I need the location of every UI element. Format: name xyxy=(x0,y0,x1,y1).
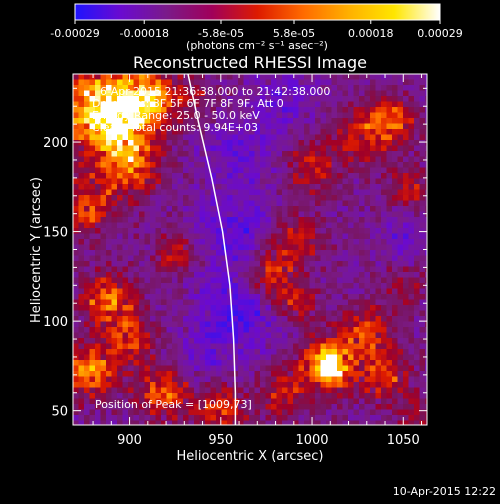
annotation-line: Energy Range: 25.0 - 50.0 keV xyxy=(92,109,260,122)
y-tick-label: 100 xyxy=(43,315,68,330)
colorbar-unit-label: (photons cm⁻² s⁻¹ asec⁻²) xyxy=(186,39,328,52)
annotation-block: 6-Apr-2015 21:36:38.000 to 21:42:38.000D… xyxy=(92,85,330,411)
x-tick-label: 1050 xyxy=(387,433,420,448)
solar-limb-arc xyxy=(187,74,237,425)
limb-line xyxy=(187,74,237,425)
x-tick-label: 950 xyxy=(208,433,233,448)
colorbar-tick-label: 5.8e-05 xyxy=(273,27,315,40)
date-stamp: 10-Apr-2015 12:22 xyxy=(392,485,496,498)
x-tick-label: 900 xyxy=(117,433,142,448)
y-tick-label: 150 xyxy=(43,226,68,241)
annotation-line: Detectors: 3F 5F 6F 7F 8F 9F, Att 0 xyxy=(92,97,284,110)
colorbar-tick-label: 0.00018 xyxy=(348,27,394,40)
colorbar-tick-label: -5.8e-05 xyxy=(198,27,244,40)
chart-title: Reconstructed RHESSI Image xyxy=(133,53,367,72)
colorbar-tick-label: 0.00029 xyxy=(417,27,463,40)
colorbar-tick-label: -0.00029 xyxy=(50,27,99,40)
x-tick-label: 1000 xyxy=(295,433,328,448)
y-tick-label: 200 xyxy=(43,136,68,151)
axes: 900 950 1000 1050 50 100 150 200 xyxy=(43,74,427,448)
annotation-line: Clean. Total counts: 9.94E+03 xyxy=(92,121,258,134)
heatmap-image xyxy=(73,74,427,425)
y-tick-label: 50 xyxy=(51,405,68,420)
x-axis-label: Heliocentric X (arcsec) xyxy=(177,449,324,464)
colorbar xyxy=(74,3,441,21)
peak-position-label: Position of Peak = [1009,73] xyxy=(95,398,252,411)
colorbar-tick-label: -0.00018 xyxy=(119,27,168,40)
y-axis-label: Heliocentric Y (arcsec) xyxy=(29,177,44,323)
annotation-line: 6-Apr-2015 21:36:38.000 to 21:42:38.000 xyxy=(100,85,330,98)
colorbar-ticks: -0.00029 -0.00018 -5.8e-05 5.8e-05 0.00018 0.… xyxy=(50,20,463,40)
